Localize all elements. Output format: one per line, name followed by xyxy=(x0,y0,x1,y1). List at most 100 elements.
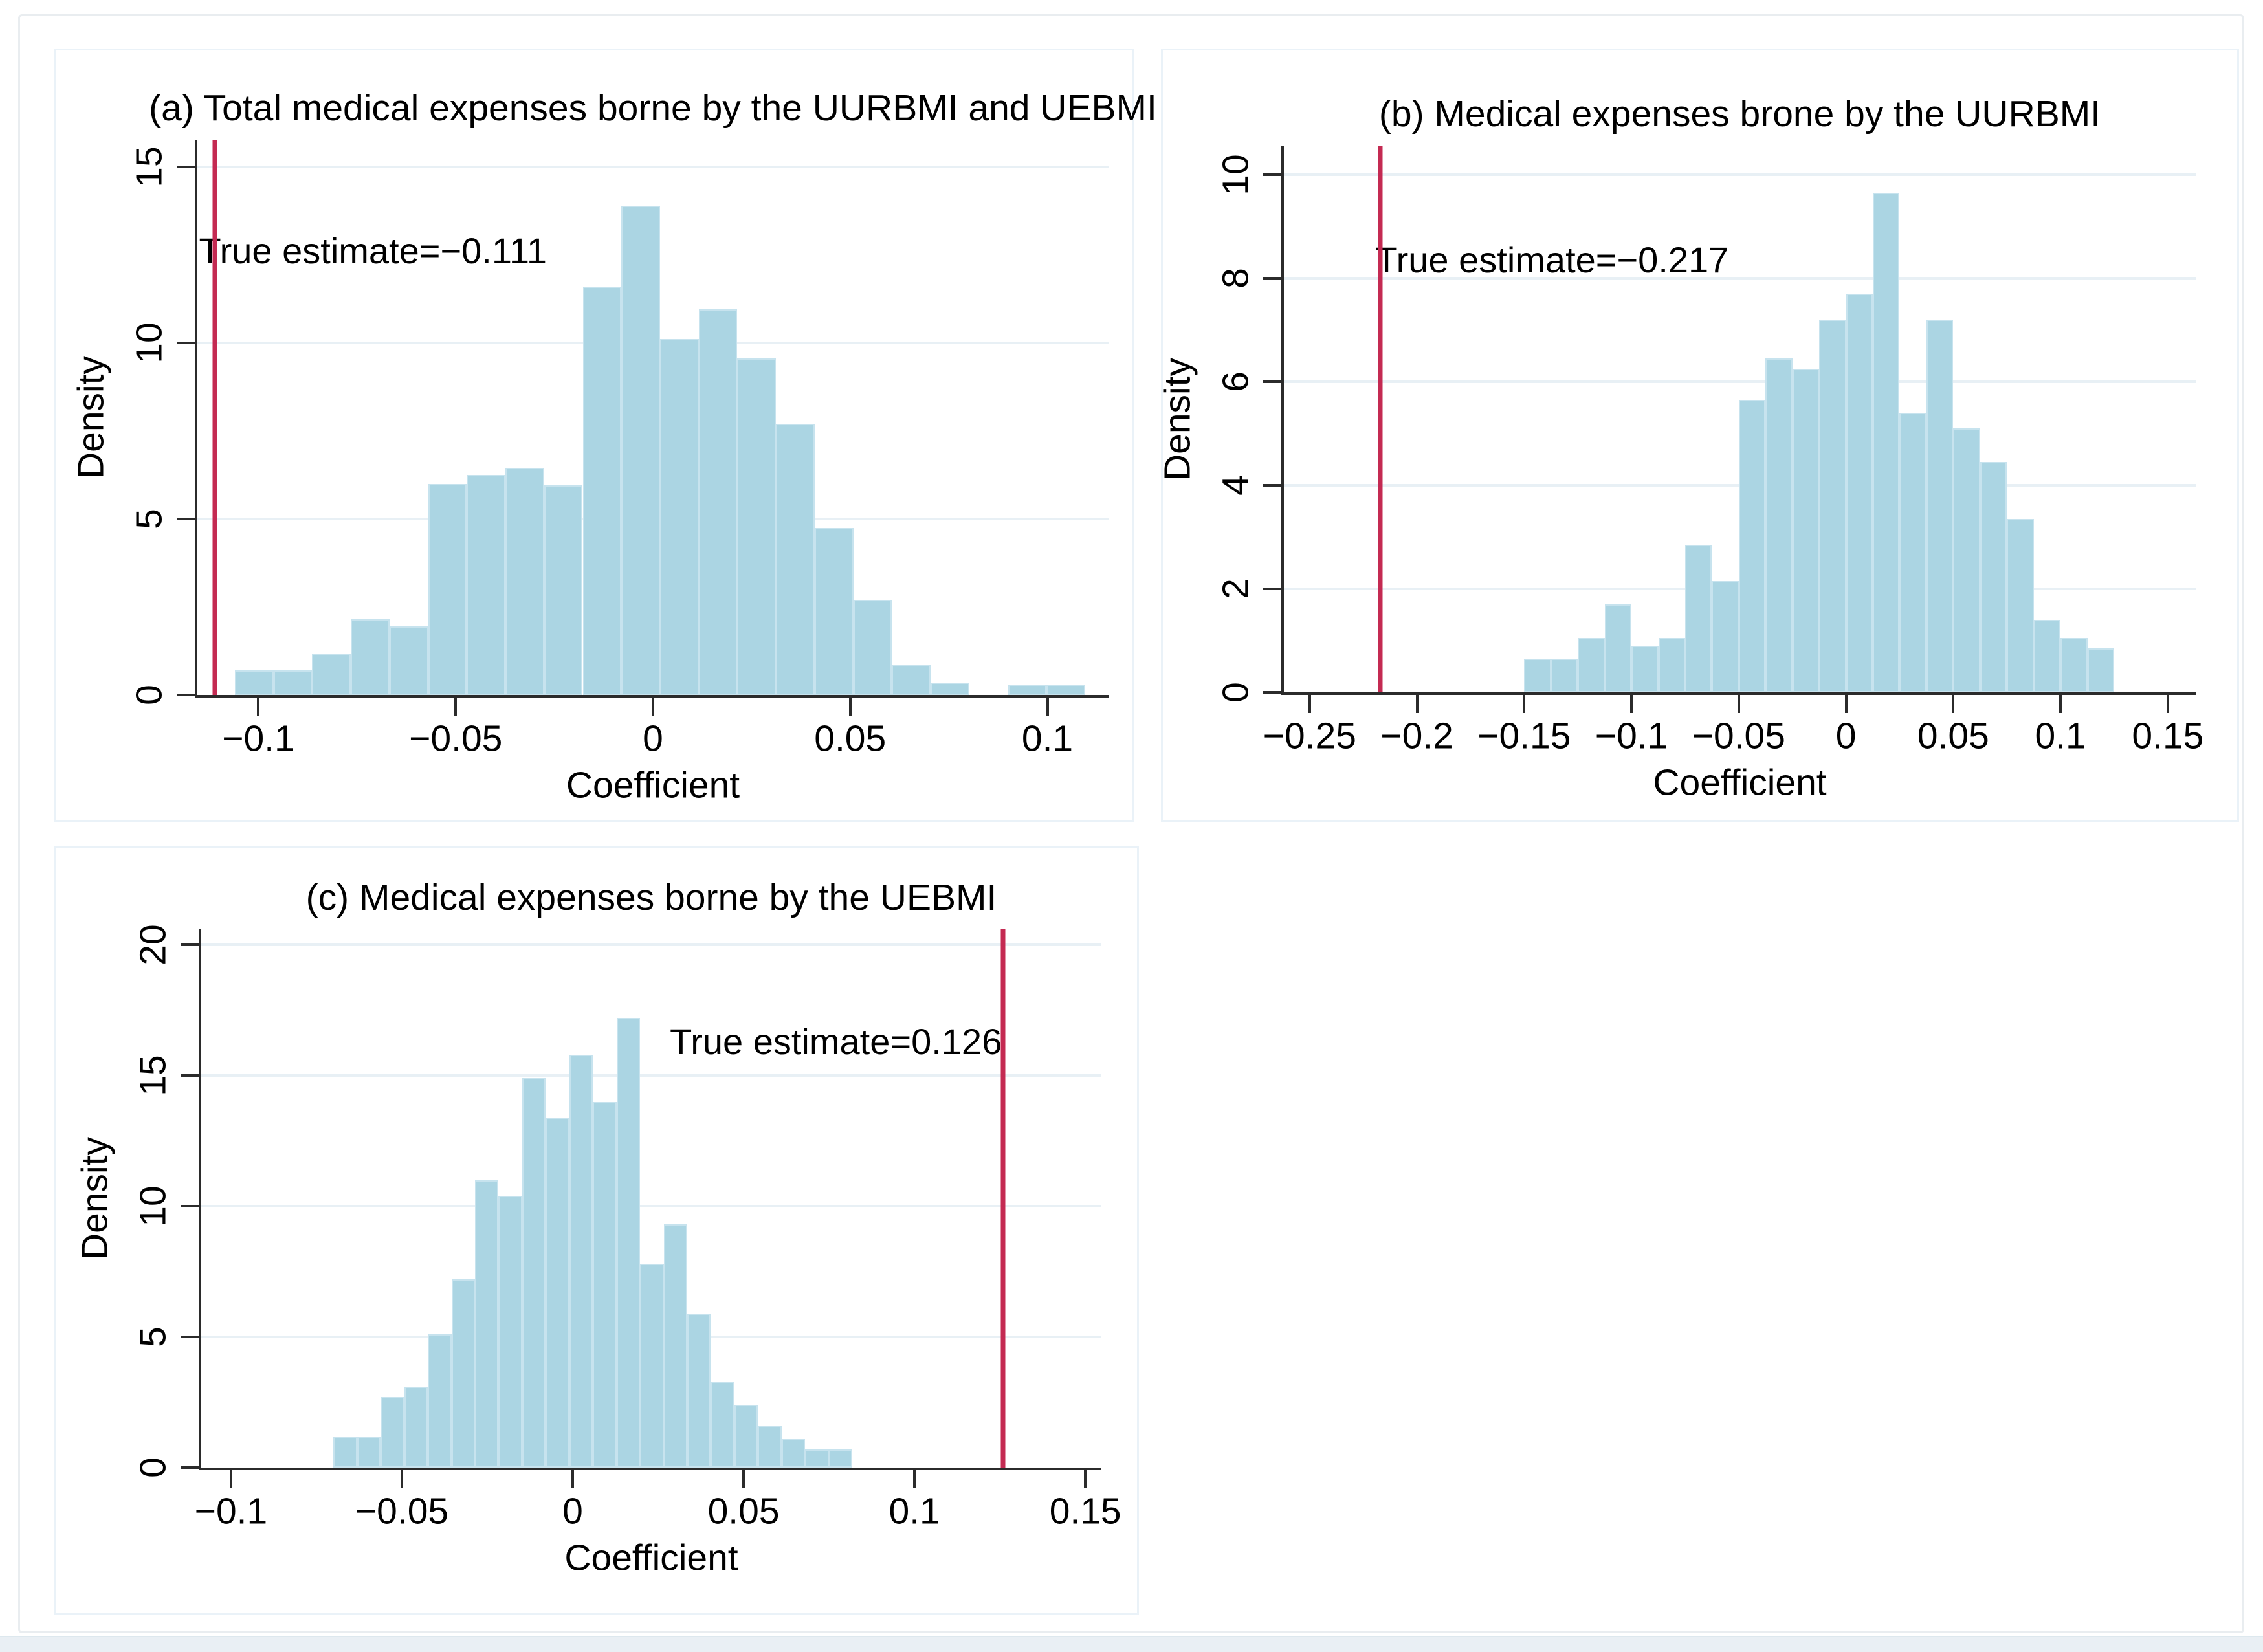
x-tick-label: 0.15 xyxy=(1049,1490,1121,1532)
histogram-bar xyxy=(687,1313,711,1468)
histogram-bar xyxy=(2033,619,2061,692)
panel-c-true-estimate-annotation: True estimate=0.126 xyxy=(670,1020,1002,1062)
histogram-bar xyxy=(805,1449,829,1468)
histogram-bar xyxy=(1765,358,1793,692)
histogram-bar xyxy=(853,600,892,695)
y-tick-label: 0 xyxy=(132,1457,174,1478)
histogram-bar xyxy=(1578,637,1605,692)
x-axis-tick xyxy=(454,698,458,716)
x-axis-tick xyxy=(913,1470,916,1488)
x-tick-label: −0.05 xyxy=(409,718,503,760)
x-tick-label: 0.15 xyxy=(2132,715,2204,757)
panel-c-title: (c) Medical expenses borne by the UEBMI xyxy=(305,877,997,919)
y-axis-tick xyxy=(1263,173,1281,176)
y-tick-label: 5 xyxy=(128,509,170,529)
y-tick-label: 15 xyxy=(128,146,170,188)
x-tick-label: 0 xyxy=(1835,715,1857,757)
x-axis-tick xyxy=(742,1470,745,1488)
y-axis-tick xyxy=(1263,276,1281,280)
histogram-bar xyxy=(814,527,854,695)
x-tick-label: −0.1 xyxy=(194,1490,268,1532)
y-axis-tick xyxy=(181,1466,199,1469)
y-tick-label: 10 xyxy=(132,1185,174,1227)
y-axis-line xyxy=(1281,146,1284,695)
x-tick-label: −0.1 xyxy=(222,718,295,760)
histogram-bar xyxy=(1524,658,1551,692)
histogram-bar xyxy=(498,1195,522,1468)
y-tick-label: 4 xyxy=(1215,475,1257,496)
page-bottom-strip xyxy=(0,1636,2263,1652)
y-axis-tick xyxy=(181,1336,199,1339)
x-axis-tick xyxy=(1630,695,1633,713)
histogram-bar xyxy=(1899,412,1926,692)
y-gridline xyxy=(201,1205,1101,1208)
y-tick-label: 8 xyxy=(1215,267,1257,289)
histogram-bar xyxy=(404,1386,428,1468)
y-tick-label: 0 xyxy=(128,685,170,705)
x-tick-label: −0.15 xyxy=(1477,715,1571,757)
histogram-bar xyxy=(1980,461,2007,692)
x-tick-label: −0.05 xyxy=(1692,715,1785,757)
histogram-bar xyxy=(734,1405,758,1468)
x-tick-label: 0.05 xyxy=(1917,715,1989,757)
x-axis-tick xyxy=(571,1470,575,1488)
histogram-bar xyxy=(505,468,544,695)
x-tick-label: 0 xyxy=(643,718,663,760)
histogram-bar xyxy=(389,626,428,695)
y-tick-label: 10 xyxy=(128,322,170,364)
true-estimate-line xyxy=(1378,146,1383,692)
true-estimate-line xyxy=(212,140,217,695)
histogram-bar xyxy=(737,358,777,695)
histogram-bar xyxy=(1008,684,1047,695)
histogram-bar xyxy=(698,309,738,695)
y-axis-tick xyxy=(181,1205,199,1208)
y-axis-tick xyxy=(1263,483,1281,487)
histogram-bar xyxy=(640,1263,664,1468)
y-axis-tick xyxy=(177,165,195,168)
y-axis-tick xyxy=(177,694,195,696)
y-axis-tick xyxy=(181,943,199,947)
y-gridline xyxy=(1284,173,2196,176)
histogram-bar xyxy=(451,1279,475,1468)
histogram-bar xyxy=(569,1054,593,1468)
x-axis-tick xyxy=(1523,695,1526,713)
panel-b-histogram: (b) Medical expenses brone by the UURBMI… xyxy=(1157,49,2239,822)
histogram-bar xyxy=(475,1180,499,1468)
x-axis-tick xyxy=(257,698,260,716)
y-axis-tick xyxy=(177,517,195,520)
histogram-bar xyxy=(1846,293,1873,692)
histogram-bar xyxy=(351,619,390,695)
histogram-bar xyxy=(1046,684,1086,695)
histogram-bar xyxy=(1792,368,1820,692)
y-axis-tick xyxy=(177,341,195,344)
x-axis-tick xyxy=(652,698,654,716)
histogram-bar xyxy=(1684,544,1712,692)
x-axis-tick xyxy=(1084,1470,1087,1488)
histogram-bar xyxy=(381,1396,404,1468)
y-gridline xyxy=(201,943,1101,947)
histogram-bar xyxy=(2087,648,2114,692)
y-gridline xyxy=(201,1074,1101,1077)
x-axis-tick xyxy=(2059,695,2062,713)
panel-b-true-estimate-annotation: True estimate=−0.217 xyxy=(1375,239,1729,280)
histogram-bar xyxy=(428,483,467,695)
x-tick-label: 0.05 xyxy=(814,718,887,760)
histogram-bar xyxy=(2060,637,2088,692)
histogram-bar xyxy=(357,1436,381,1468)
panel-a-title: (a) Total medical expenses borne by the … xyxy=(149,87,1157,129)
histogram-bar xyxy=(1604,604,1632,692)
panel-a-y-axis-label: Density xyxy=(70,355,112,479)
panel-a-x-axis-label: Coefficient xyxy=(566,764,740,806)
panel-c-y-axis-label: Density xyxy=(74,1136,116,1261)
x-tick-label: 0.1 xyxy=(2035,715,2086,757)
histogram-bar xyxy=(1926,319,1954,692)
x-tick-label: 0.1 xyxy=(889,1490,940,1532)
panel-b-x-axis-label: Coefficient xyxy=(1653,762,1827,804)
histogram-bar xyxy=(659,339,699,695)
y-tick-label: 2 xyxy=(1215,578,1257,599)
x-tick-label: 0.1 xyxy=(1021,718,1074,760)
x-axis-tick xyxy=(1737,695,1740,713)
y-gridline xyxy=(1284,380,2196,383)
y-axis-tick xyxy=(1263,380,1281,383)
